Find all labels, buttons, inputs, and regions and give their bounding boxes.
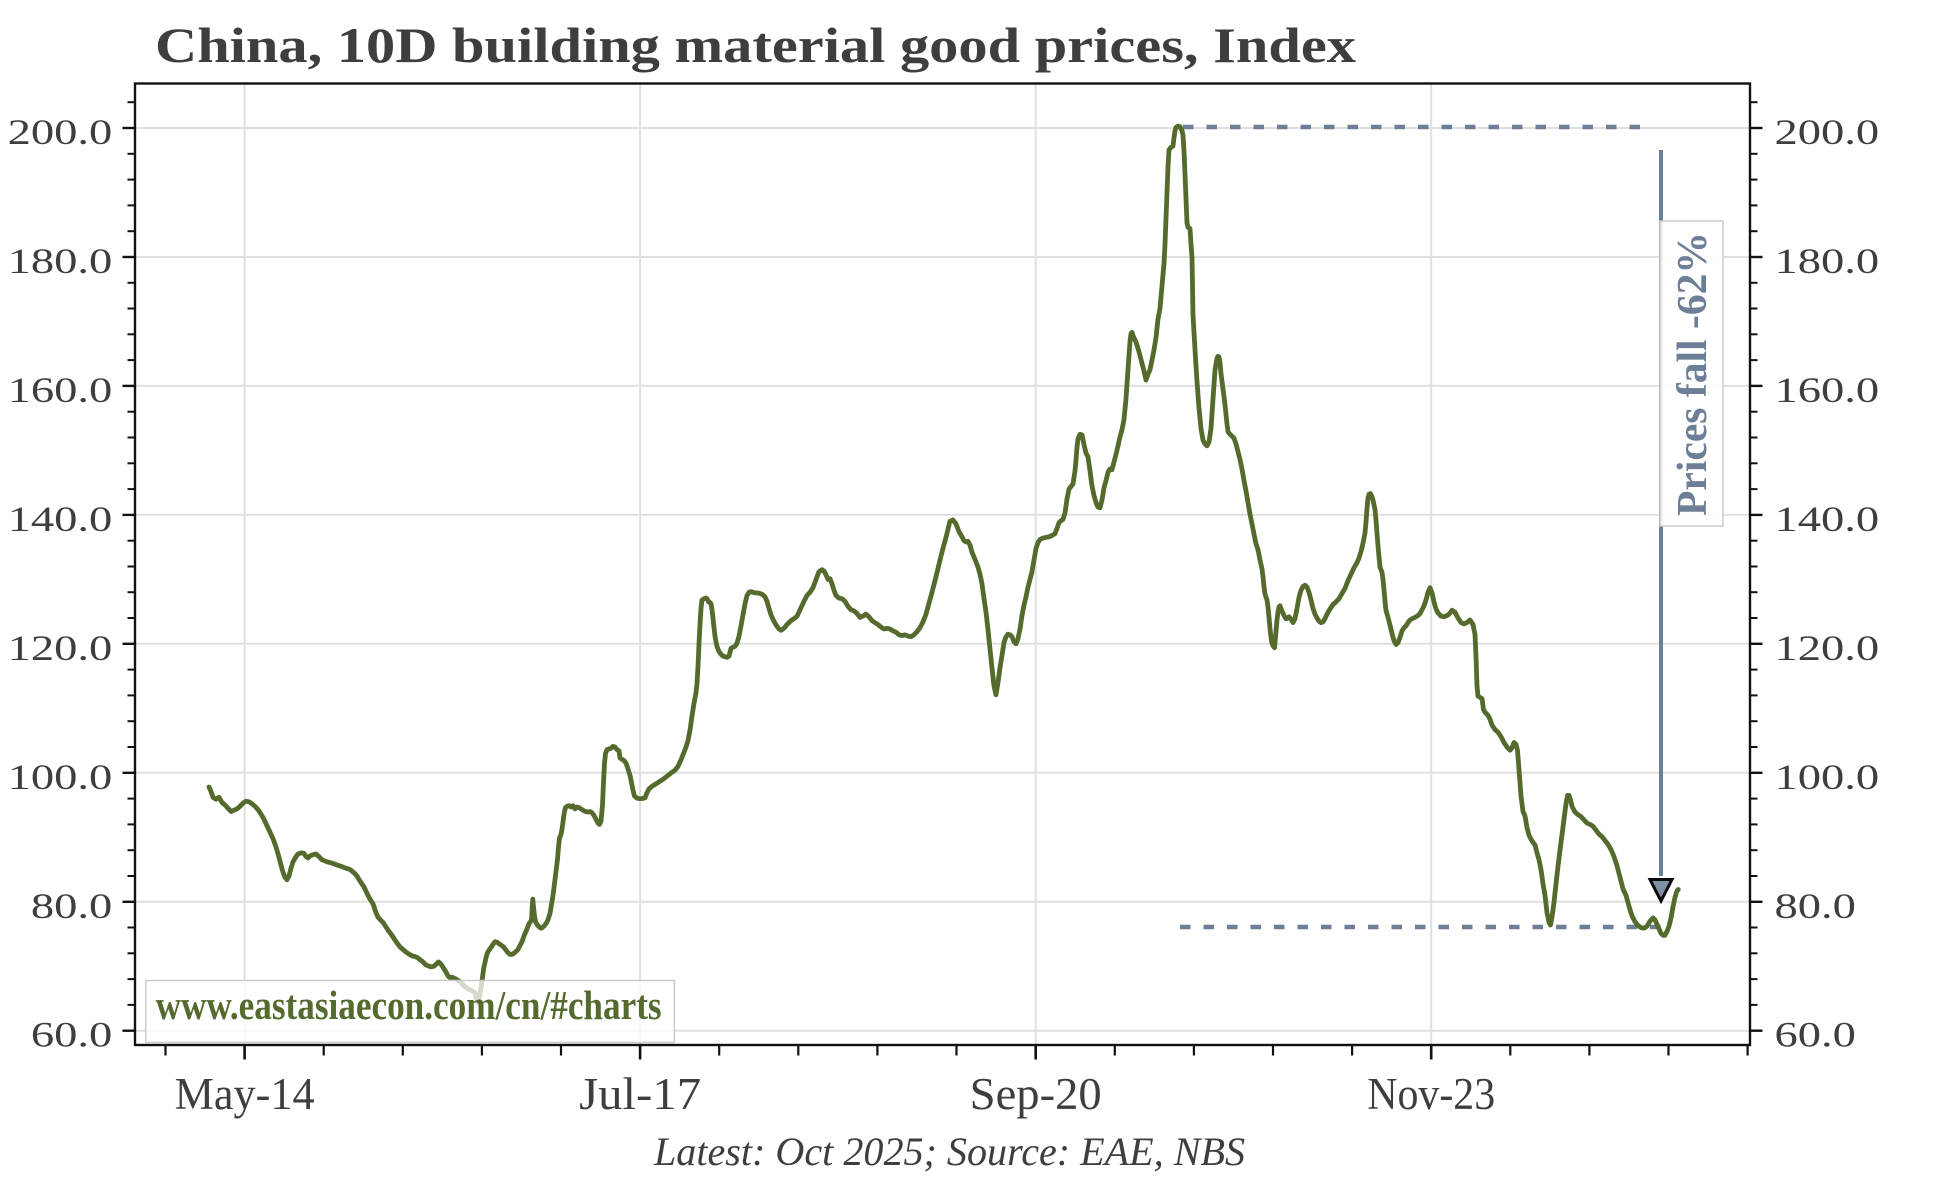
svg-text:160.0: 160.0 (1775, 370, 1880, 410)
svg-text:140.0: 140.0 (1775, 499, 1880, 539)
svg-text:Jul-17: Jul-17 (579, 1069, 701, 1119)
svg-text:May-14: May-14 (175, 1069, 315, 1119)
svg-text:100.0: 100.0 (1775, 757, 1880, 797)
svg-text:160.0: 160.0 (8, 370, 113, 410)
svg-text:180.0: 180.0 (1775, 241, 1880, 281)
svg-text:China, 10D building material g: China, 10D building material good prices… (155, 17, 1356, 73)
svg-text:www.eastasiaecon.com/cn/#chart: www.eastasiaecon.com/cn/#charts (156, 982, 662, 1028)
svg-text:80.0: 80.0 (1775, 886, 1856, 926)
svg-text:Nov-23: Nov-23 (1367, 1069, 1495, 1119)
svg-text:200.0: 200.0 (8, 112, 113, 152)
svg-text:120.0: 120.0 (8, 628, 113, 668)
svg-text:140.0: 140.0 (8, 499, 113, 539)
svg-text:180.0: 180.0 (8, 241, 113, 281)
svg-text:80.0: 80.0 (31, 886, 112, 926)
svg-text:Latest: Oct 2025; Source: EAE,: Latest: Oct 2025; Source: EAE, NBS (653, 1129, 1245, 1174)
svg-text:60.0: 60.0 (1775, 1015, 1856, 1055)
svg-text:100.0: 100.0 (8, 757, 113, 797)
svg-text:Prices fall -62%: Prices fall -62% (1670, 232, 1716, 516)
svg-text:Sep-20: Sep-20 (970, 1069, 1102, 1119)
svg-text:200.0: 200.0 (1775, 112, 1880, 152)
svg-text:120.0: 120.0 (1775, 628, 1880, 668)
svg-text:60.0: 60.0 (31, 1015, 112, 1055)
